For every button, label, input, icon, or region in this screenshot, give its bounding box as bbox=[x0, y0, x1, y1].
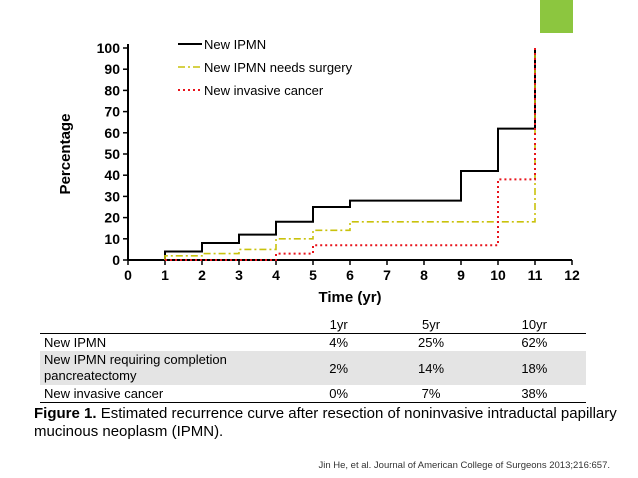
table-header-10yr: 10yr bbox=[521, 317, 547, 332]
cell-value: 25% bbox=[417, 335, 445, 350]
table-row: New IPMN 4% 25% 62% bbox=[40, 334, 586, 352]
x-tick-label: 10 bbox=[490, 267, 506, 283]
figure-label: Figure 1. bbox=[34, 405, 97, 422]
row-label: New invasive cancer bbox=[44, 386, 164, 401]
cell-value: 18% bbox=[482, 351, 586, 385]
y-tick-label: 100 bbox=[97, 40, 121, 56]
x-axis-label: Time (yr) bbox=[318, 289, 381, 306]
cell-value: 2% bbox=[298, 351, 380, 385]
cell-value: 14% bbox=[379, 351, 483, 385]
series-line-1 bbox=[164, 48, 536, 260]
table-row: New IPMN requiring completion pancreatec… bbox=[40, 351, 586, 385]
cell-value: 62% bbox=[521, 335, 548, 350]
y-tick-label: 10 bbox=[104, 231, 120, 247]
table-header-5yr: 5yr bbox=[421, 317, 441, 332]
y-axis-label: Percentage bbox=[57, 114, 74, 195]
table-header-label bbox=[40, 316, 298, 334]
row-label: New IPMN bbox=[44, 335, 107, 350]
x-tick-label: 7 bbox=[383, 267, 391, 283]
x-tick-label: 4 bbox=[272, 267, 280, 283]
x-tick-label: 0 bbox=[124, 267, 132, 283]
y-tick-label: 30 bbox=[104, 188, 120, 204]
x-tick-label: 9 bbox=[457, 267, 465, 283]
y-tick-label: 70 bbox=[104, 104, 120, 120]
series-line-0 bbox=[164, 48, 536, 260]
legend-label-2: New invasive cancer bbox=[204, 83, 324, 98]
citation: Jin He, et al. Journal of American Colle… bbox=[318, 460, 610, 471]
y-tick-label: 50 bbox=[104, 146, 120, 162]
y-tick-label: 90 bbox=[104, 61, 120, 77]
y-tick-label: 80 bbox=[104, 82, 120, 98]
chart-legend: New IPMN New IPMN needs surgery New invasi… bbox=[178, 37, 353, 98]
x-tick-label: 8 bbox=[420, 267, 428, 283]
x-tick-label: 2 bbox=[198, 267, 206, 283]
figure-caption: Figure 1. Estimated recurrence curve aft… bbox=[34, 405, 624, 441]
y-tick-label: 40 bbox=[104, 167, 120, 183]
x-tick-label: 5 bbox=[309, 267, 317, 283]
accent-square bbox=[540, 0, 573, 33]
recurrence-table: 1yr 5yr 10yr New IPMN 4% 25% 62% New IPM… bbox=[40, 316, 586, 403]
cell-value: 0% bbox=[329, 386, 349, 401]
chart-series bbox=[164, 48, 536, 261]
x-tick-label: 3 bbox=[235, 267, 243, 283]
legend-label-1: New IPMN needs surgery bbox=[204, 60, 353, 75]
x-tick-label: 12 bbox=[564, 267, 580, 283]
table-header-row: 1yr 5yr 10yr bbox=[40, 316, 586, 334]
x-tick-label: 1 bbox=[161, 267, 169, 283]
x-tick-label: 11 bbox=[528, 267, 543, 283]
table-header-1yr: 1yr bbox=[329, 317, 348, 332]
table-row: New invasive cancer 0% 7% 38% bbox=[40, 385, 586, 403]
figure-caption-text: Estimated recurrence curve after resecti… bbox=[34, 405, 617, 440]
cell-value: 4% bbox=[329, 335, 349, 350]
cell-value: 7% bbox=[421, 386, 441, 401]
row-label: New IPMN requiring completion pancreatec… bbox=[40, 351, 298, 385]
y-tick-label: 60 bbox=[104, 125, 120, 141]
x-tick-label: 6 bbox=[346, 267, 354, 283]
y-tick-label: 20 bbox=[104, 210, 120, 226]
legend-label-0: New IPMN bbox=[204, 37, 266, 52]
y-tick-label: 0 bbox=[112, 252, 120, 268]
cell-value: 38% bbox=[521, 386, 548, 401]
